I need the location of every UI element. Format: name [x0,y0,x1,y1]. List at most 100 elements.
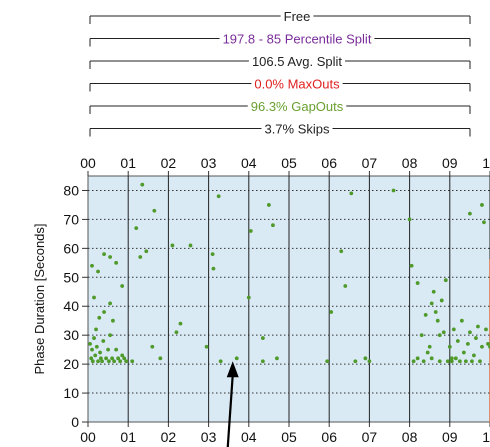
data-point [96,359,100,364]
y-tick-label: 10 [63,385,79,401]
data-point [425,350,430,355]
data-point [106,347,110,352]
data-point [234,356,239,361]
data-point [429,301,434,306]
data-point [271,223,275,228]
x-tick-label-bottom: 03 [201,429,217,445]
legend-bracket-label: 106.5 Avg. Split [252,54,342,69]
data-point [211,266,216,271]
data-point [451,327,456,332]
data-point [463,359,468,364]
y-tick-label: 60 [63,240,79,256]
data-point [218,359,223,364]
data-point [260,359,265,364]
data-point [367,359,372,364]
data-point [114,347,119,352]
data-point [98,356,103,361]
data-point [124,359,129,364]
y-tick-label: 40 [63,298,79,314]
x-tick-label-top: 00 [80,155,96,171]
data-point [122,356,127,361]
data-point [421,359,426,364]
data-point [97,315,102,320]
data-point [94,344,99,349]
data-point [114,260,119,265]
data-point [409,263,414,268]
data-point [104,356,108,361]
data-point [90,359,95,364]
data-point [411,359,416,364]
data-point [470,359,474,364]
data-point [210,252,215,257]
data-point [443,278,448,283]
data-point [449,356,454,361]
data-point [329,310,334,314]
data-point [465,341,470,346]
data-point [90,263,94,268]
legend-bracket-label: Free [284,9,311,24]
x-tick-label-bottom: 02 [161,429,177,445]
data-point [110,356,115,361]
data-point [449,359,454,364]
data-point [419,333,424,338]
legend-bracket-label: 0.0% MaxOuts [254,77,340,92]
data-point [437,333,442,338]
y-tick-label: 30 [63,327,79,343]
data-point [435,318,440,323]
data-point [188,243,193,248]
x-tick-label-top: 01 [120,155,136,171]
data-point [246,295,251,300]
x-tick-label-top: 09 [442,155,458,171]
data-point [216,194,221,199]
data-point [455,339,460,343]
data-point [116,356,121,361]
data-point [92,336,96,340]
data-point [144,249,149,254]
legend-bracket-label: 3.7% Skips [264,122,330,137]
data-point [484,327,488,332]
x-tick-label-top: 02 [161,155,177,171]
data-point [170,243,175,248]
x-tick-label-bottom: 09 [442,429,458,445]
annotation-arrow-shaft [226,375,234,447]
y-axis-label: Phase Duration [Seconds] [32,223,47,374]
x-tick-label-top: 10 [482,155,490,171]
data-point [108,301,113,306]
x-tick-label-top: 06 [321,155,337,171]
data-point [407,217,412,222]
annotation-arrow-head [226,361,239,378]
data-point [439,298,444,303]
data-point [363,356,368,361]
data-point [92,295,96,300]
data-point [480,203,484,207]
x-tick-label-top: 04 [241,155,257,171]
data-point [93,353,98,358]
x-tick-label-top: 07 [362,155,378,171]
data-point [152,208,157,213]
data-point [472,353,476,358]
x-tick-label-bottom: 06 [321,429,337,445]
x-tick-label-bottom: 04 [241,429,257,445]
legend-bracket-label: 96.3% GapOuts [251,99,344,114]
data-point [96,269,100,274]
data-point [349,191,354,196]
data-point [248,229,253,233]
x-tick-label-bottom: 08 [402,429,418,445]
data-point [118,359,123,364]
data-point [158,356,163,361]
data-point [102,310,106,314]
data-point [325,359,330,364]
y-tick-label: 20 [63,356,79,372]
data-point [150,344,155,349]
data-point [353,359,358,364]
data-point [107,359,111,364]
data-point [437,359,442,364]
data-point [415,281,420,285]
data-point [431,289,436,294]
data-point [433,310,438,314]
data-point [457,359,462,364]
data-point [429,356,434,361]
data-point [339,249,344,254]
data-point [134,226,139,230]
